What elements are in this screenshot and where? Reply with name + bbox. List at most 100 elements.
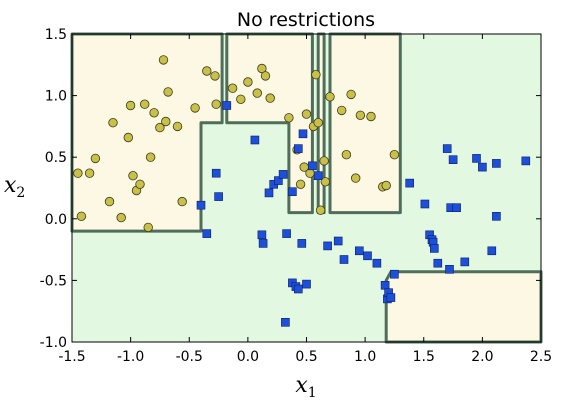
y-axis-ticks: -1.0 -0.5 0.0 0.5 1.0 1.5 [40,27,541,351]
class1-point [386,293,396,302]
class0-point [139,99,150,109]
class0-point [116,212,126,223]
class0-point [346,89,356,100]
class0-point [76,211,87,222]
class1-point [250,135,260,145]
class1-point [380,280,390,290]
class1-point [297,239,307,248]
class0-region-3 [330,34,401,213]
class1-point [420,199,430,209]
data-markers [73,55,531,327]
class1-point [363,251,372,261]
class1-point [302,279,311,289]
class0-point [84,168,95,178]
x-axis-label-subscript: 1 [308,385,317,401]
plot-area [70,32,543,344]
x-tick-label: -0.5 [176,349,203,365]
class1-point [478,162,487,172]
class1-point [429,244,439,253]
x-tick-label: -1.5 [58,349,85,365]
class0-point [190,103,200,113]
class0-point [311,69,321,80]
class0-point [252,88,262,98]
class0-point [381,180,391,191]
class1-point [390,269,399,279]
chart-title: No restrictions [237,9,375,31]
class1-point [313,171,323,180]
class1-point [281,317,290,327]
class0-point [202,66,212,76]
x-tick-label: 1.0 [354,349,376,365]
class0-point [284,113,294,123]
class1-point [354,246,364,256]
class0-point [73,168,83,178]
y-axis-label: x2 [4,173,25,201]
class1-point [448,155,458,164]
y-tick-label: -1.0 [40,335,67,351]
class0-point [265,93,275,103]
y-tick-label: 0.0 [45,212,67,228]
class0-point [161,116,171,127]
class0-point [143,222,153,233]
class1-point [487,246,497,256]
class1-point [288,187,297,196]
class1-point [298,129,308,139]
x-tick-label: 2.5 [530,349,552,365]
y-tick-label: 0.5 [45,150,67,166]
class0-point [325,92,335,102]
class0-point [366,111,376,122]
class0-point [149,108,159,118]
class0-point [211,99,221,109]
class1-point [214,192,223,201]
x-tick-label: 0.5 [295,349,317,365]
class0-region-0 [72,34,223,232]
y-axis-label-main: x [4,173,17,198]
class0-point [301,109,312,119]
class1-point [492,212,501,221]
class0-point [177,196,187,207]
class1-point [372,258,382,268]
class1-point [258,239,268,248]
class0-point [351,173,361,183]
y-tick-label: -0.5 [40,273,67,289]
class0-point [125,100,136,111]
class1-point [274,176,283,185]
class1-point [339,255,349,264]
class1-point [472,154,481,163]
class0-point [135,179,145,190]
class1-point [196,200,206,210]
x-axis-label: x1 [295,373,316,401]
class1-point [202,229,212,238]
class0-point [319,156,329,166]
class1-point [278,170,288,179]
class0-point [155,122,165,133]
class0-point [295,179,306,190]
class1-point [442,144,452,153]
class0-region-4 [386,271,541,342]
class1-point [460,257,470,267]
class1-point [264,188,274,198]
class0-point [123,132,134,143]
class0-point [389,149,400,160]
class1-point [333,236,343,246]
class0-point [257,63,267,74]
class0-regions [72,34,541,342]
class1-point [308,161,317,171]
class0-point [243,77,253,87]
class0-point [236,94,246,105]
class1-point [323,241,332,251]
y-axis-label-subscript: 2 [16,185,25,201]
class0-point [108,117,118,128]
y-tick-label: 1.0 [45,89,67,105]
class1-point [293,284,303,294]
class0-point [158,55,169,65]
x-tick-label: 0.0 [237,349,259,365]
class1-point [282,229,291,238]
x-tick-label: 2.0 [471,349,493,365]
class0-point [341,149,352,160]
class1-point [293,144,303,153]
class1-point [492,159,501,168]
class1-point [521,156,531,166]
class0-point [172,121,183,132]
